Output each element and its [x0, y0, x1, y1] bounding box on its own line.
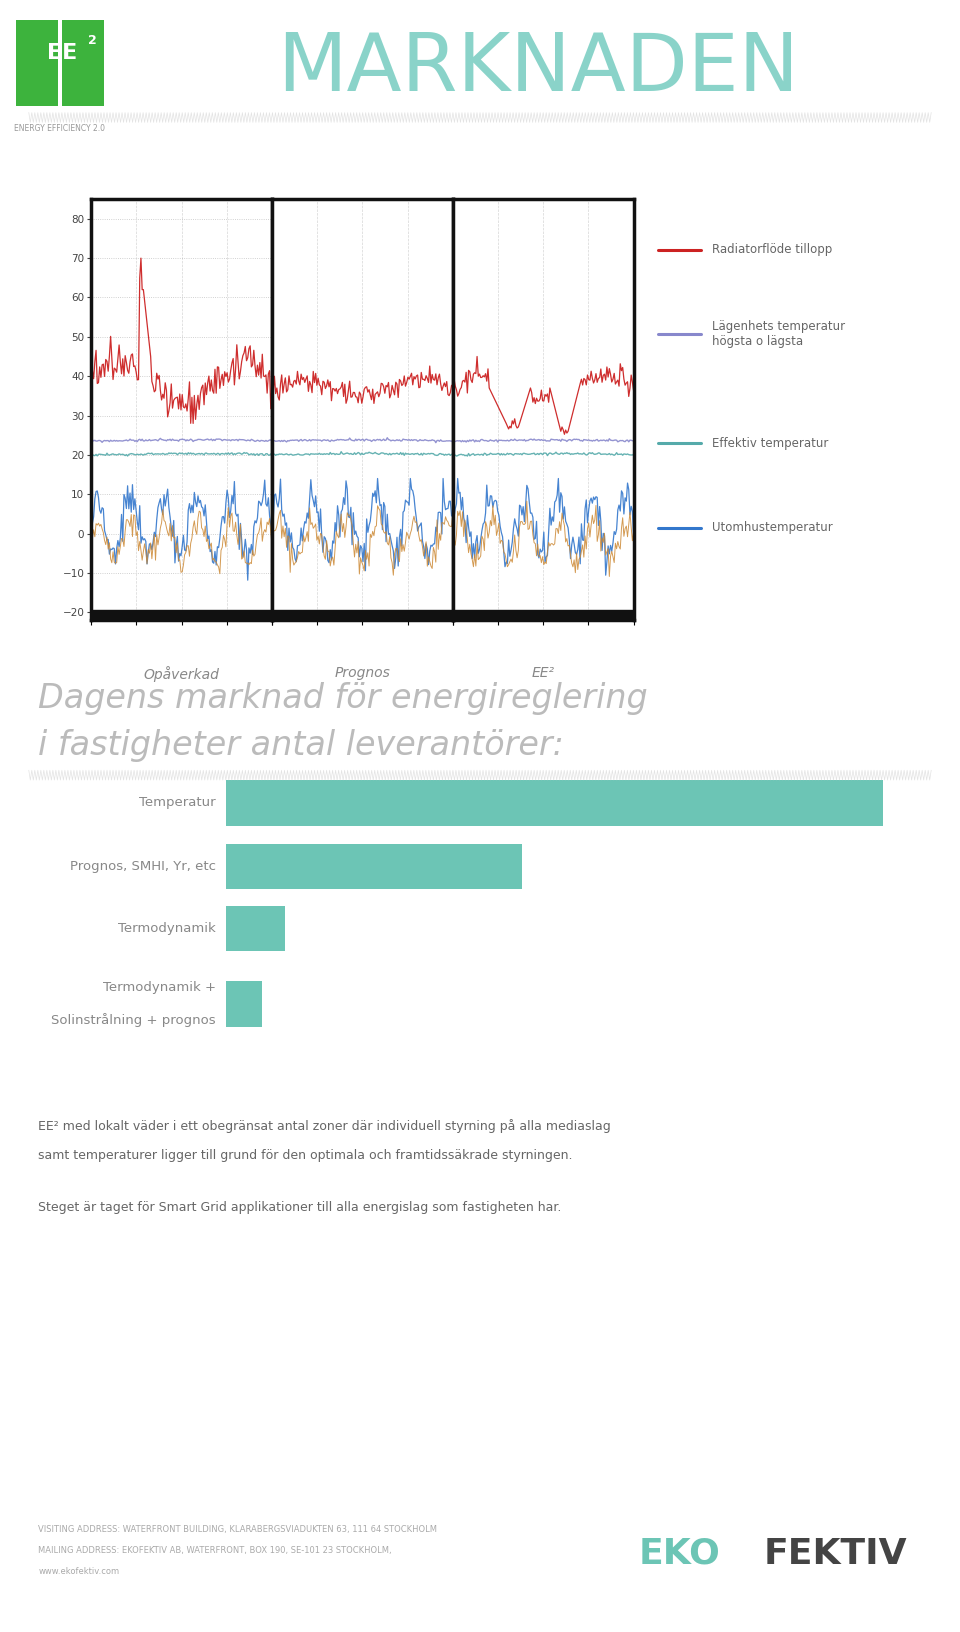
Text: EE: EE [47, 42, 77, 62]
Bar [272, 610, 453, 620]
Text: www.ekofektiv.com: www.ekofektiv.com [38, 1567, 120, 1577]
Text: Radiatorflöde tillopp: Radiatorflöde tillopp [712, 243, 832, 256]
Text: Termodynamik +: Termodynamik + [103, 981, 216, 994]
Text: 2: 2 [87, 34, 97, 47]
Text: EE² med lokalt väder i ett obegränsat antal zoner där individuell styrning på al: EE² med lokalt väder i ett obegränsat an… [38, 1120, 612, 1133]
Text: Lägenhets temperatur
högsta o lägsta: Lägenhets temperatur högsta o lägsta [712, 320, 846, 348]
Text: FEKTIV: FEKTIV [763, 1537, 907, 1570]
Text: EE²: EE² [532, 666, 555, 681]
Text: Prognos: Prognos [334, 666, 391, 681]
Text: Temperatur: Temperatur [139, 796, 216, 809]
Text: Steget är taget för Smart Grid applikationer till alla energislag som fastighete: Steget är taget för Smart Grid applikati… [38, 1201, 562, 1214]
Bar [15, 20, 58, 106]
Text: Effektiv temperatur: Effektiv temperatur [712, 437, 828, 450]
Text: MAILING ADDRESS: EKOFEKTIV AB, WATERFRONT, BOX 190, SE-101 23 STOCKHOLM,: MAILING ADDRESS: EKOFEKTIV AB, WATERFRON… [38, 1546, 392, 1555]
Text: Utomhustemperatur: Utomhustemperatur [712, 521, 833, 534]
Text: Opåverkad: Opåverkad [144, 666, 220, 682]
Text: ENERGY EFFICIENCY 2.0: ENERGY EFFICIENCY 2.0 [14, 124, 106, 134]
Bar [453, 610, 634, 620]
Text: VISITING ADDRESS: WATERFRONT BUILDING, KLARABERGSVIADUKTEN 63, 111 64 STOCKHOLM: VISITING ADDRESS: WATERFRONT BUILDING, K… [38, 1524, 438, 1534]
Text: Termodynamik: Termodynamik [118, 922, 216, 935]
Bar [61, 20, 105, 106]
Bar [91, 610, 272, 620]
Text: samt temperaturer ligger till grund för den optimala och framtidssäkrade styrnin: samt temperaturer ligger till grund för … [38, 1149, 573, 1162]
Text: Prognos, SMHI, Yr, etc: Prognos, SMHI, Yr, etc [70, 860, 216, 873]
Text: i fastigheter antal leverantörer:: i fastigheter antal leverantörer: [38, 730, 564, 762]
Text: Dagens marknad för energireglering: Dagens marknad för energireglering [38, 682, 648, 715]
Text: MARKNADEN: MARKNADEN [276, 29, 799, 108]
Text: Solinstrålning + prognos: Solinstrålning + prognos [52, 1013, 216, 1027]
Text: EKO: EKO [638, 1537, 720, 1570]
